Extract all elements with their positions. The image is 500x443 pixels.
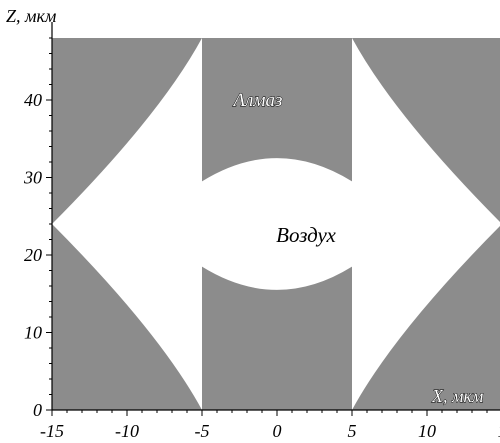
axes-layer: 0 10 20 30 40 -15 -10 -5 0 5 10 1 xyxy=(23,22,500,441)
x-tick-label: -10 xyxy=(115,421,139,441)
x-tick-label: 0 xyxy=(273,421,282,441)
y-tick-label: 0 xyxy=(33,400,42,420)
x-tick-label: -15 xyxy=(40,421,64,441)
labels-layer: Z, мкм Алмаз Воздух X, мкм xyxy=(6,6,484,406)
x-tick-label: -5 xyxy=(195,421,210,441)
y-tick-label: 20 xyxy=(24,245,42,265)
x-tick-label: 10 xyxy=(418,421,436,441)
region-label-diamond: Алмаз xyxy=(232,90,283,111)
y-tick-label: 40 xyxy=(24,90,42,110)
y-tick-label: 30 xyxy=(23,168,42,188)
air-region-right xyxy=(352,38,500,410)
regions-layer xyxy=(52,38,500,410)
air-region-center xyxy=(202,158,352,290)
air-region-left xyxy=(52,38,202,410)
y-tick-label: 10 xyxy=(24,323,42,343)
x-axis-title: X, мкм xyxy=(431,386,484,406)
region-label-air: Воздух xyxy=(276,223,336,247)
x-tick-label: 1 xyxy=(498,421,500,441)
x-tick-label: 5 xyxy=(348,421,357,441)
y-axis-title: Z, мкм xyxy=(6,6,57,26)
